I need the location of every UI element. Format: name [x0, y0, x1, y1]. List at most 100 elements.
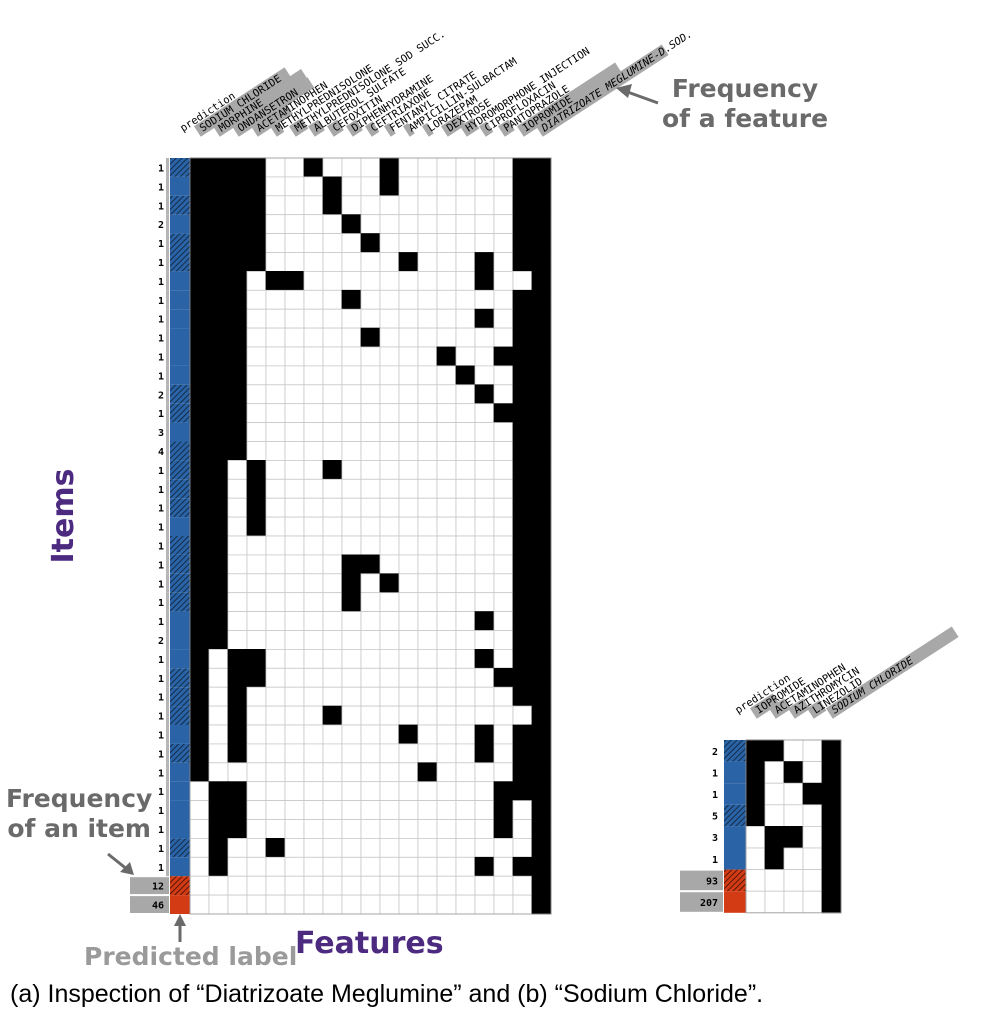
feature-cell-filled — [531, 327, 552, 348]
feature-cell-empty — [474, 630, 495, 650]
feature-cell-empty — [455, 176, 476, 197]
item-frequency-label: 1 — [158, 560, 164, 571]
feature-cell-filled — [531, 289, 552, 310]
feature-cell-empty — [360, 252, 381, 272]
feature-cell-filled — [493, 819, 514, 839]
feature-cell-empty — [322, 403, 343, 424]
feature-cell-empty — [379, 762, 400, 783]
feature-cell-empty — [322, 535, 343, 556]
feature-cell-empty — [379, 686, 400, 707]
feature-cell-empty — [379, 516, 400, 537]
feature-cell-filled — [208, 781, 229, 802]
feature-cell-filled — [531, 365, 552, 386]
feature-cell-filled — [227, 705, 248, 726]
feature-cell-empty — [398, 422, 419, 442]
items-axis-label: Items — [46, 468, 81, 564]
feature-frequency-bar — [478, 121, 494, 137]
feature-cell-empty — [493, 573, 514, 594]
feature-cell-empty — [512, 875, 533, 896]
feature-cell-empty — [265, 422, 286, 442]
feature-cell-filled — [493, 781, 514, 802]
feature-cell-empty — [783, 782, 804, 806]
feature-cell-filled — [474, 308, 495, 329]
feature-cell-filled — [227, 781, 248, 802]
feature-cell-empty — [379, 441, 400, 461]
item-frequency-label: 1 — [158, 201, 164, 212]
item-frequency-label: 1 — [158, 466, 164, 477]
item-frequency-label: 1 — [158, 182, 164, 193]
feature-cell-empty — [265, 403, 286, 424]
feature-cell-empty — [493, 838, 514, 858]
feature-cell-empty — [341, 856, 362, 877]
feature-cell-empty — [379, 289, 400, 310]
feature-cell-filled — [474, 384, 495, 405]
feature-cell-empty — [455, 308, 476, 329]
feature-frequency-bar — [825, 626, 959, 719]
feature-cell-empty — [360, 573, 381, 594]
prediction-cell — [170, 630, 190, 650]
feature-cell-filled — [531, 856, 552, 877]
feature-cell-empty — [379, 781, 400, 802]
prediction-cell — [170, 725, 190, 744]
feature-cell-filled — [474, 649, 495, 669]
feature-cell-empty — [493, 705, 514, 726]
feature-cell-empty — [398, 478, 419, 499]
feature-cell-filled — [512, 686, 533, 707]
feature-cell-empty — [493, 176, 514, 197]
feature-cell-filled — [227, 327, 248, 348]
feature-cell-empty — [208, 705, 229, 726]
feature-cell-empty — [284, 195, 305, 216]
feature-cell-empty — [493, 233, 514, 253]
feature-cell-empty — [455, 497, 476, 518]
feature-cell-empty — [360, 289, 381, 310]
feature-cell-empty — [303, 233, 324, 253]
feature-cell-empty — [322, 724, 343, 745]
feature-cell-filled — [531, 478, 552, 499]
feature-cell-empty — [246, 441, 267, 461]
feature-cell-filled — [322, 176, 343, 197]
feature-cell-empty — [322, 270, 343, 291]
prediction-cell — [724, 804, 746, 827]
feature-cell-empty — [303, 611, 324, 631]
feature-frequency-bar — [402, 122, 415, 137]
feature-cell-filled — [189, 422, 210, 442]
feature-cell-empty — [417, 289, 438, 310]
feature-cell-empty — [265, 176, 286, 197]
feature-cell-empty — [398, 516, 419, 537]
feature-cell-filled — [531, 875, 552, 896]
feature-cell-empty — [284, 573, 305, 594]
feature-cell-empty — [360, 611, 381, 631]
feature-cell-empty — [417, 252, 438, 272]
prediction-cell — [170, 592, 190, 612]
feature-cell-filled — [189, 516, 210, 537]
feature-cell-filled — [531, 535, 552, 556]
feature-cell-empty — [303, 800, 324, 820]
feature-cell-filled — [512, 762, 533, 783]
feature-cell-empty — [455, 478, 476, 499]
feature-cell-empty — [360, 535, 381, 556]
feature-cell-filled — [208, 214, 229, 234]
feature-cell-filled — [341, 289, 362, 310]
features-axis-label: Features — [295, 926, 444, 961]
feature-cell-filled — [189, 554, 210, 575]
feature-cell-empty — [303, 819, 324, 839]
feature-cell-filled — [227, 252, 248, 272]
feature-cell-filled — [474, 724, 495, 745]
prediction-cell — [170, 781, 190, 801]
feature-cell-empty — [284, 157, 305, 178]
feature-cell-empty — [322, 289, 343, 310]
feature-cell-empty — [265, 630, 286, 650]
feature-cell-filled — [208, 819, 229, 839]
item-frequency-label: 1 — [712, 855, 718, 866]
item-frequency-arrow — [107, 852, 129, 872]
feature-cell-empty — [189, 838, 210, 858]
feature-cell-empty — [455, 459, 476, 480]
feature-cell-empty — [360, 195, 381, 216]
feature-cell-empty — [360, 838, 381, 858]
feature-cell-empty — [322, 497, 343, 518]
feature-cell-empty — [436, 819, 457, 839]
prediction-cell — [170, 554, 190, 574]
feature-cell-empty — [455, 592, 476, 613]
feature-cell-empty — [379, 403, 400, 424]
feature-cell-empty — [265, 346, 286, 367]
